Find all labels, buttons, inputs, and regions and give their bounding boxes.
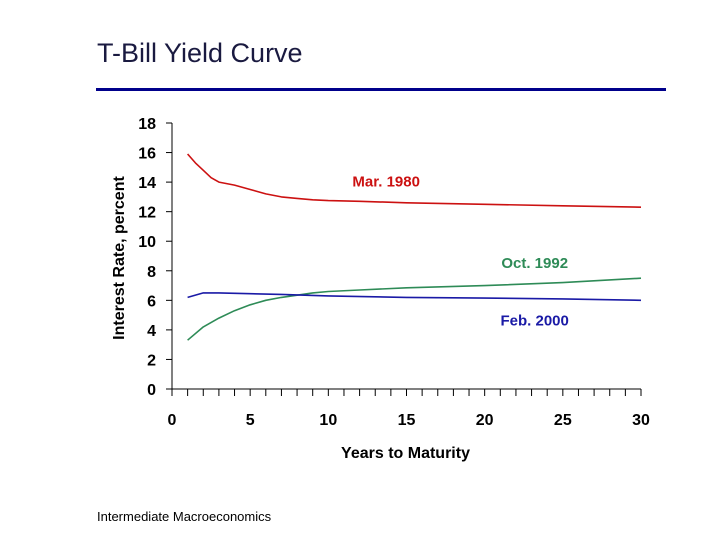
- series-layer: [186, 153, 642, 341]
- x-tick-label: 15: [398, 412, 416, 429]
- x-tick-label: 20: [476, 412, 494, 429]
- y-tick-label: 0: [147, 382, 156, 399]
- y-tick-label: 14: [138, 175, 156, 192]
- y-tick-label: 2: [147, 352, 156, 369]
- series-line-feb-2000: [187, 292, 642, 302]
- slide-title: T-Bill Yield Curve: [97, 38, 303, 68]
- title-rule: [96, 88, 666, 91]
- axes-layer: 0 2 4 6 8 10 12 14 16 18 0 5 10 15 20 25 30: [138, 116, 650, 429]
- slide-footer: Intermediate Macroeconomics: [97, 509, 272, 524]
- series-label-mar-1980: Mar. 1980: [352, 174, 420, 191]
- series-label-feb-2000: Feb. 2000: [501, 312, 569, 329]
- y-tick-label: 8: [147, 264, 156, 281]
- x-tick-label: 30: [632, 412, 650, 429]
- x-axis-label: Years to Maturity: [341, 445, 470, 462]
- y-tick-label: 18: [138, 116, 156, 133]
- y-tick-label: 4: [147, 323, 156, 340]
- x-tick-label: 25: [554, 412, 572, 429]
- y-tick-label: 6: [147, 293, 156, 310]
- y-tick-label: 10: [138, 234, 156, 251]
- x-tick-label: 10: [319, 412, 337, 429]
- y-axis-label: Interest Rate, percent: [111, 176, 128, 340]
- y-tick-label: 16: [138, 146, 156, 163]
- x-tick-label: 5: [246, 412, 255, 429]
- series-label-oct-1992: Oct. 1992: [501, 255, 568, 272]
- series-line-mar-1980: [186, 153, 642, 208]
- label-layer: Years to Maturity Interest Rate, percent M…: [111, 174, 569, 462]
- series-line-oct-1992: [187, 277, 642, 341]
- x-tick-label: 0: [168, 412, 177, 429]
- y-tick-label: 12: [138, 205, 156, 222]
